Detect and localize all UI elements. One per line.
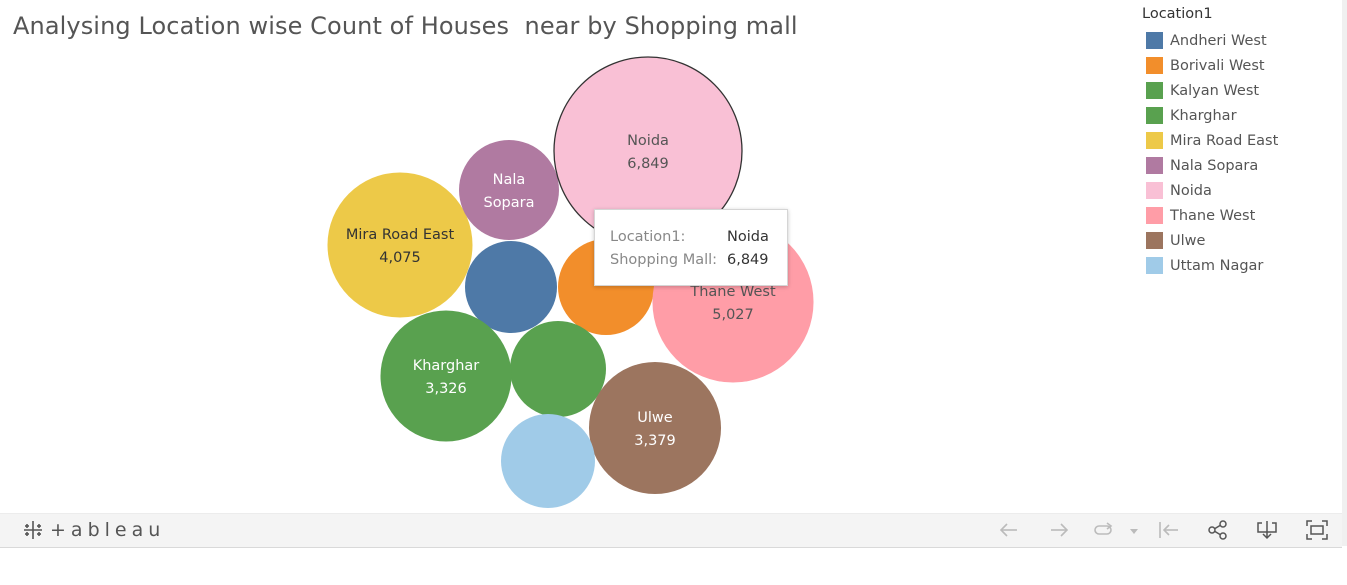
- legend-item[interactable]: Noida: [1142, 178, 1278, 203]
- bubble-ulwe[interactable]: [588, 361, 722, 495]
- share-icon[interactable]: [1206, 519, 1230, 541]
- legend-label: Thane West: [1170, 207, 1256, 224]
- legend-item[interactable]: Ulwe: [1142, 228, 1278, 253]
- bubble-chart[interactable]: Kharghar 3,326 Mira Road East 4,075 Nala Sopa…: [0, 0, 1347, 513]
- legend-swatch: [1146, 57, 1163, 74]
- tooltip-value-label: Shopping Mall:: [610, 252, 718, 268]
- legend-title: Location1: [1142, 6, 1213, 22]
- tooltip: Location1: Noida Shopping Mall: 6,849: [594, 209, 788, 286]
- legend-label: Nala Sopara: [1170, 157, 1259, 174]
- download-icon[interactable]: [1255, 519, 1279, 541]
- chart-title: Analysing Location wise Count of Houses …: [13, 12, 798, 40]
- legend: Location1 Andheri West Borivali West Kalya…: [1142, 4, 1278, 278]
- legend-swatch: [1146, 157, 1163, 174]
- legend-label: Mira Road East: [1170, 132, 1279, 149]
- legend-label: Noida: [1170, 182, 1212, 199]
- bubble-label-line: 3,379: [634, 433, 676, 449]
- vertical-scrollbar[interactable]: [1342, 0, 1347, 546]
- bubble-label: Noida 6,849: [627, 133, 669, 172]
- legend-label: Uttam Nagar: [1170, 257, 1264, 274]
- legend-item[interactable]: Kalyan West: [1142, 78, 1278, 103]
- reset-icon[interactable]: [1156, 519, 1180, 541]
- tooltip-row-location: Location1: Noida: [610, 226, 787, 249]
- tableau-cross-icon: [24, 521, 42, 539]
- bubble-label: Nala Sopara: [483, 172, 534, 211]
- legend-label: Andheri West: [1170, 32, 1267, 49]
- bubble-label-line: Mira Road East: [346, 227, 455, 243]
- bubble-label-line: Nala: [493, 172, 526, 188]
- legend-swatch: [1146, 232, 1163, 249]
- tableau-wordmark: +ableau: [50, 519, 166, 541]
- legend-item[interactable]: Kharghar: [1142, 103, 1278, 128]
- legend-item[interactable]: Borivali West: [1142, 53, 1278, 78]
- tooltip-row-value: Shopping Mall: 6,849: [610, 249, 787, 272]
- dropdown-icon[interactable]: [1124, 519, 1148, 541]
- legend-swatch: [1146, 257, 1163, 274]
- bubble-label-line: Thane West: [689, 284, 776, 300]
- legend-swatch: [1146, 82, 1163, 99]
- legend-label: Kalyan West: [1170, 82, 1260, 99]
- bubble-label-line: 3,326: [425, 381, 467, 397]
- bubble-kalyan-west[interactable]: [510, 321, 606, 417]
- legend-swatch: [1146, 207, 1163, 224]
- legend-label: Ulwe: [1170, 232, 1206, 249]
- bubble-mira-road-east[interactable]: [327, 172, 473, 318]
- legend-item[interactable]: Mira Road East: [1142, 128, 1278, 153]
- legend-item[interactable]: Nala Sopara: [1142, 153, 1278, 178]
- legend-swatch: [1146, 182, 1163, 199]
- bubble-label-line: 4,075: [379, 250, 421, 266]
- bubble-label-line: Noida: [627, 133, 669, 149]
- tooltip-location-label: Location1:: [610, 229, 686, 245]
- bubble-label-line: Ulwe: [637, 410, 673, 426]
- fullscreen-icon[interactable]: [1305, 519, 1329, 541]
- bubble-andheri-west[interactable]: [465, 241, 557, 333]
- redo-icon[interactable]: [1047, 519, 1071, 541]
- bubble-kharghar[interactable]: [380, 310, 512, 442]
- tooltip-location-value: Noida: [727, 229, 769, 245]
- bubble-label: Mira Road East 4,075: [346, 227, 455, 266]
- toolbar: +ableau: [0, 513, 1342, 548]
- bubble-label: Ulwe 3,379: [634, 410, 676, 449]
- legend-label: Borivali West: [1170, 57, 1265, 74]
- legend-label: Kharghar: [1170, 107, 1237, 124]
- bubble-label: Thane West 5,027: [689, 284, 776, 323]
- bubble-label-line: 6,849: [627, 156, 669, 172]
- bubble-label-line: Sopara: [483, 195, 534, 211]
- legend-swatch: [1146, 132, 1163, 149]
- legend-items: Andheri West Borivali West Kalyan West Khar…: [1142, 28, 1278, 278]
- undo-icon[interactable]: [997, 519, 1021, 541]
- revert-icon[interactable]: [1092, 519, 1116, 541]
- bubble-uttam-nagar[interactable]: [501, 414, 595, 508]
- bubble-nala-sopara[interactable]: [459, 140, 559, 240]
- legend-item[interactable]: Uttam Nagar: [1142, 253, 1278, 278]
- legend-item[interactable]: Thane West: [1142, 203, 1278, 228]
- bubble-label: Kharghar 3,326: [413, 358, 480, 397]
- legend-swatch: [1146, 107, 1163, 124]
- legend-swatch: [1146, 32, 1163, 49]
- tableau-logo[interactable]: +ableau: [22, 519, 165, 541]
- tooltip-value-value: 6,849: [727, 252, 769, 268]
- legend-item[interactable]: Andheri West: [1142, 28, 1278, 53]
- bubble-label-line: 5,027: [712, 307, 754, 323]
- bubble-label-line: Kharghar: [413, 358, 480, 374]
